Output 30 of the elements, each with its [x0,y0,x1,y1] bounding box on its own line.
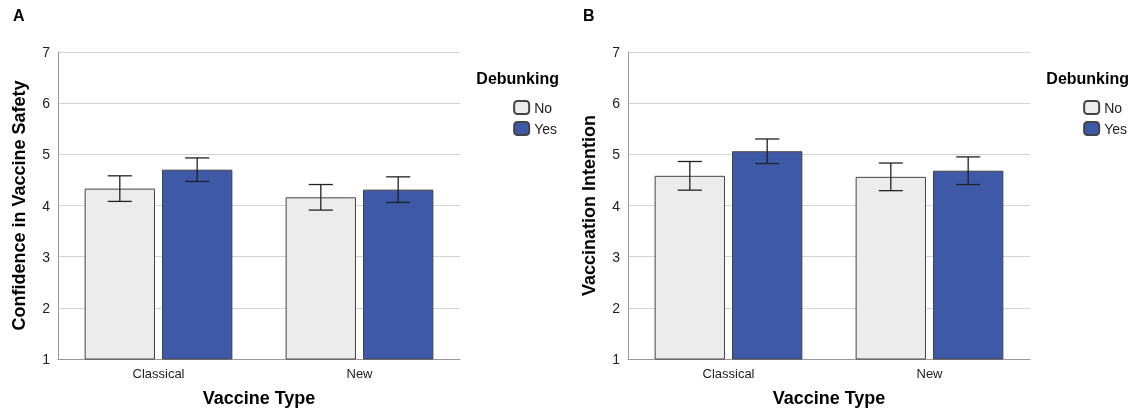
y-tick-label: 1 [42,351,51,367]
y-tick-label: 6 [612,95,621,112]
x-tick-label: Classical [702,366,755,381]
y-tick-label: 6 [42,95,51,112]
legend-label: Yes [1104,120,1127,137]
y-tick-label: 4 [612,197,621,214]
x-tick-label: New [346,366,374,381]
legend-label: Yes [534,120,557,137]
chart-title: B [583,6,595,24]
y-tick-label: 7 [42,44,51,60]
y-tick-label: 5 [42,146,51,163]
legend-title: Debunking [476,69,560,87]
x-axis-title: Vaccine Type [202,388,316,408]
y-tick-label: 2 [612,299,621,316]
legend-label: No [534,99,553,116]
y-tick-label: 3 [612,248,621,265]
y-tick-label: 5 [612,146,621,163]
y-tick-label: 2 [42,299,51,316]
legend-title: Debunking [1046,69,1130,87]
x-tick-label: Classical [132,366,185,381]
x-axis-title: Vaccine Type [772,388,886,408]
chart-title: A [13,6,25,24]
legend-label: No [1104,99,1123,116]
y-tick-label: 3 [42,248,51,265]
y-axis-title: Vaccination Intention [579,114,599,297]
y-tick-label: 1 [612,351,621,367]
y-tick-label: 7 [612,44,621,60]
x-tick-label: New [916,366,944,381]
y-axis-title: Confidence in Vaccine Safety [9,80,29,331]
y-tick-label: 4 [42,197,51,214]
